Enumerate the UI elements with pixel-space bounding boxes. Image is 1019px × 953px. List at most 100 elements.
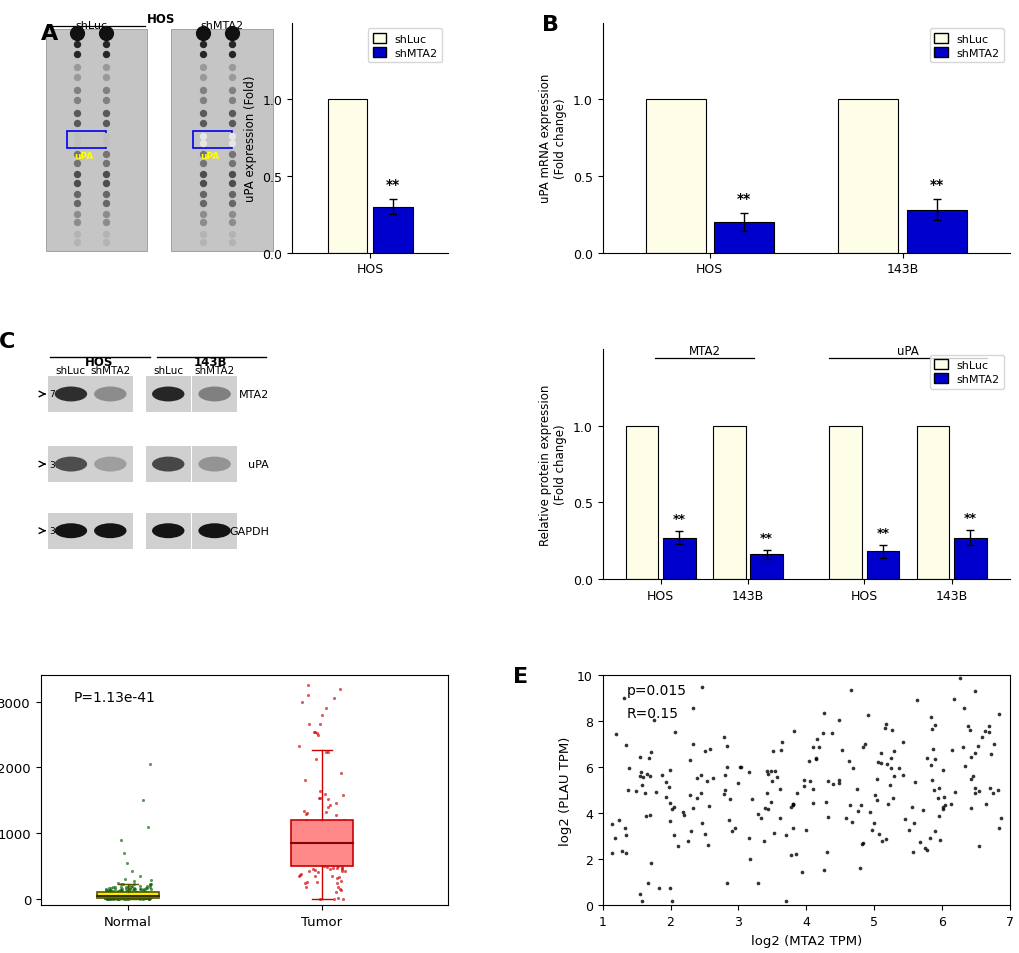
Point	[99, 891, 115, 906]
Text: R=0.15: R=0.15	[627, 706, 679, 720]
Point	[142, 885, 158, 901]
Point	[635, 770, 651, 785]
Point	[975, 723, 991, 739]
Point	[103, 887, 119, 902]
Y-axis label: uPA mRNA expression
(Fold change): uPA mRNA expression (Fold change)	[539, 74, 567, 203]
Point	[112, 888, 128, 903]
Point	[307, 724, 323, 740]
Point	[292, 866, 309, 882]
Point	[309, 841, 325, 856]
Point	[884, 743, 901, 759]
Point	[69, 156, 86, 172]
Point	[333, 849, 350, 864]
Point	[291, 867, 308, 882]
Point	[823, 726, 840, 741]
Point	[136, 885, 152, 901]
Point	[784, 797, 800, 812]
Point	[118, 890, 135, 905]
Point	[111, 884, 127, 900]
Point	[749, 876, 765, 891]
Text: shMTA2: shMTA2	[90, 366, 130, 375]
Point	[129, 890, 146, 905]
Point	[777, 827, 794, 842]
Point	[99, 887, 115, 902]
Point	[301, 863, 317, 879]
Ellipse shape	[55, 457, 87, 472]
Point	[298, 817, 314, 832]
Point	[124, 889, 141, 904]
Point	[314, 817, 330, 832]
Point	[114, 882, 130, 897]
Point	[666, 724, 683, 740]
Point	[935, 798, 952, 813]
X-axis label: log2 (MTA2 TPM): log2 (MTA2 TPM)	[750, 934, 861, 946]
Point	[314, 707, 330, 722]
Point	[603, 846, 620, 862]
Point	[143, 882, 159, 897]
Point	[120, 890, 137, 905]
Point	[294, 822, 311, 838]
Text: **: **	[963, 512, 976, 524]
Point	[881, 750, 898, 765]
Point	[113, 888, 129, 903]
Point	[878, 797, 895, 812]
Point	[132, 888, 149, 903]
Point	[788, 846, 804, 862]
Point	[141, 889, 157, 904]
Point	[102, 887, 118, 902]
Point	[716, 783, 733, 799]
Point	[98, 215, 114, 231]
Point	[223, 48, 239, 63]
Point	[699, 774, 715, 789]
Point	[731, 760, 747, 775]
Point	[336, 812, 353, 827]
Point	[922, 722, 938, 738]
Point	[323, 821, 339, 837]
Point	[966, 781, 982, 796]
Point	[911, 835, 927, 850]
Text: p=0.015: p=0.015	[627, 683, 687, 698]
Point	[307, 751, 323, 766]
Point	[966, 683, 982, 699]
Point	[603, 817, 620, 832]
Point	[108, 888, 124, 903]
Point	[299, 875, 315, 890]
Point	[124, 889, 141, 904]
Bar	[838, 100, 898, 253]
Point	[336, 863, 353, 879]
Point	[856, 737, 872, 752]
Point	[123, 891, 140, 906]
Point	[105, 887, 121, 902]
Point	[142, 757, 158, 772]
Point	[143, 888, 159, 903]
Point	[814, 726, 830, 741]
Point	[110, 889, 126, 904]
Point	[112, 890, 128, 905]
Text: uPA: uPA	[897, 344, 918, 357]
Point	[859, 708, 875, 723]
Point	[852, 798, 868, 813]
Ellipse shape	[152, 457, 184, 472]
Point	[841, 798, 857, 813]
Point	[128, 884, 145, 900]
Point	[98, 227, 114, 242]
Point	[784, 821, 800, 836]
Point	[135, 886, 151, 902]
Point	[773, 735, 790, 750]
Point	[195, 129, 211, 144]
Point	[317, 823, 333, 839]
Point	[321, 862, 337, 877]
Point	[307, 862, 323, 878]
Legend: shLuc, shMTA2: shLuc, shMTA2	[368, 30, 442, 63]
Point	[141, 891, 157, 906]
Bar	[750, 555, 783, 579]
Point	[756, 801, 772, 816]
Point	[306, 834, 322, 849]
Point	[299, 841, 315, 857]
Point	[327, 821, 343, 837]
Text: E: E	[513, 666, 528, 686]
Point	[98, 207, 114, 222]
Point	[697, 743, 713, 759]
Point	[101, 891, 117, 906]
Ellipse shape	[198, 457, 230, 472]
